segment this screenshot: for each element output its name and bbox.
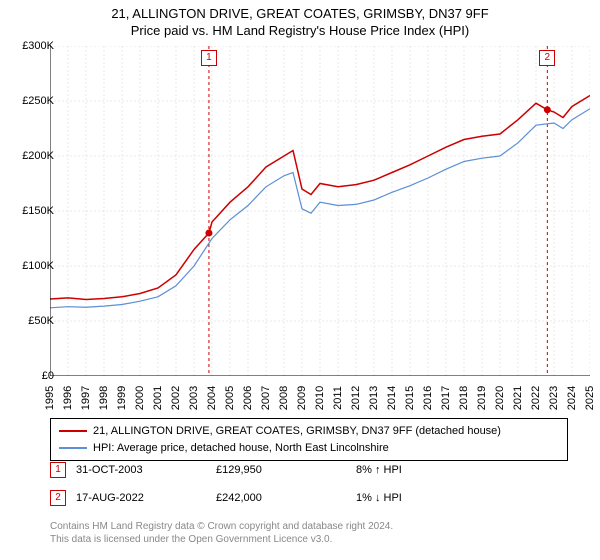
x-tick-label: 1998 — [98, 383, 110, 413]
x-tick-label: 2010 — [314, 383, 326, 413]
legend: 21, ALLINGTON DRIVE, GREAT COATES, GRIMS… — [50, 418, 568, 461]
x-tick-label: 2024 — [566, 383, 578, 413]
x-tick-label: 1997 — [80, 383, 92, 413]
title-line-2: Price paid vs. HM Land Registry's House … — [0, 23, 600, 40]
x-tick-label: 2004 — [206, 383, 218, 413]
transaction-date-1: 31-OCT-2003 — [76, 464, 216, 476]
footer: Contains HM Land Registry data © Crown c… — [50, 520, 393, 546]
x-tick-label: 2007 — [260, 383, 272, 413]
transaction-delta-1: 8% ↑ HPI — [356, 464, 402, 476]
x-tick-label: 2019 — [476, 383, 488, 413]
legend-swatch-2 — [59, 447, 87, 449]
x-tick-label: 1995 — [44, 383, 56, 413]
y-tick-label: £200K — [4, 150, 54, 162]
x-tick-label: 2015 — [404, 383, 416, 413]
x-tick-label: 2025 — [584, 383, 596, 413]
x-tick-label: 2002 — [170, 383, 182, 413]
x-tick-label: 2016 — [422, 383, 434, 413]
x-tick-label: 2000 — [134, 383, 146, 413]
x-tick-label: 2009 — [296, 383, 308, 413]
y-tick-label: £250K — [4, 95, 54, 107]
legend-label-2: HPI: Average price, detached house, Nort… — [93, 440, 389, 457]
title-block: 21, ALLINGTON DRIVE, GREAT COATES, GRIMS… — [0, 0, 600, 40]
legend-item-2: HPI: Average price, detached house, Nort… — [59, 440, 559, 457]
chart-marker-label: 2 — [539, 50, 555, 66]
x-tick-label: 2008 — [278, 383, 290, 413]
transaction-marker-2: 2 — [50, 490, 66, 506]
transaction-price-2: £242,000 — [216, 492, 356, 504]
legend-item-1: 21, ALLINGTON DRIVE, GREAT COATES, GRIMS… — [59, 423, 559, 440]
x-tick-label: 2013 — [368, 383, 380, 413]
x-tick-label: 2020 — [494, 383, 506, 413]
x-tick-label: 2014 — [386, 383, 398, 413]
legend-label-1: 21, ALLINGTON DRIVE, GREAT COATES, GRIMS… — [93, 423, 501, 440]
x-tick-label: 2011 — [332, 383, 344, 413]
x-tick-label: 2003 — [188, 383, 200, 413]
x-tick-label: 2022 — [530, 383, 542, 413]
chart-container: 21, ALLINGTON DRIVE, GREAT COATES, GRIMS… — [0, 0, 600, 560]
transaction-row-2: 2 17-AUG-2022 £242,000 1% ↓ HPI — [50, 490, 402, 506]
y-tick-label: £100K — [4, 260, 54, 272]
x-tick-label: 2018 — [458, 383, 470, 413]
x-tick-label: 2006 — [242, 383, 254, 413]
legend-swatch-1 — [59, 430, 87, 432]
transaction-marker-1: 1 — [50, 462, 66, 478]
y-tick-label: £50K — [4, 315, 54, 327]
y-tick-label: £300K — [4, 40, 54, 52]
x-tick-label: 2021 — [512, 383, 524, 413]
chart-svg — [50, 46, 590, 376]
x-tick-label: 2001 — [152, 383, 164, 413]
footer-line-1: Contains HM Land Registry data © Crown c… — [50, 520, 393, 533]
y-tick-label: £0 — [4, 370, 54, 382]
x-tick-label: 2005 — [224, 383, 236, 413]
y-tick-label: £150K — [4, 205, 54, 217]
transaction-date-2: 17-AUG-2022 — [76, 492, 216, 504]
transaction-row-1: 1 31-OCT-2003 £129,950 8% ↑ HPI — [50, 462, 402, 478]
x-tick-label: 1999 — [116, 383, 128, 413]
transaction-delta-2: 1% ↓ HPI — [356, 492, 402, 504]
x-tick-label: 2017 — [440, 383, 452, 413]
title-line-1: 21, ALLINGTON DRIVE, GREAT COATES, GRIMS… — [0, 6, 600, 23]
transaction-price-1: £129,950 — [216, 464, 356, 476]
x-tick-label: 1996 — [62, 383, 74, 413]
chart-marker-label: 1 — [201, 50, 217, 66]
x-tick-label: 2023 — [548, 383, 560, 413]
footer-line-2: This data is licensed under the Open Gov… — [50, 533, 393, 546]
x-tick-label: 2012 — [350, 383, 362, 413]
